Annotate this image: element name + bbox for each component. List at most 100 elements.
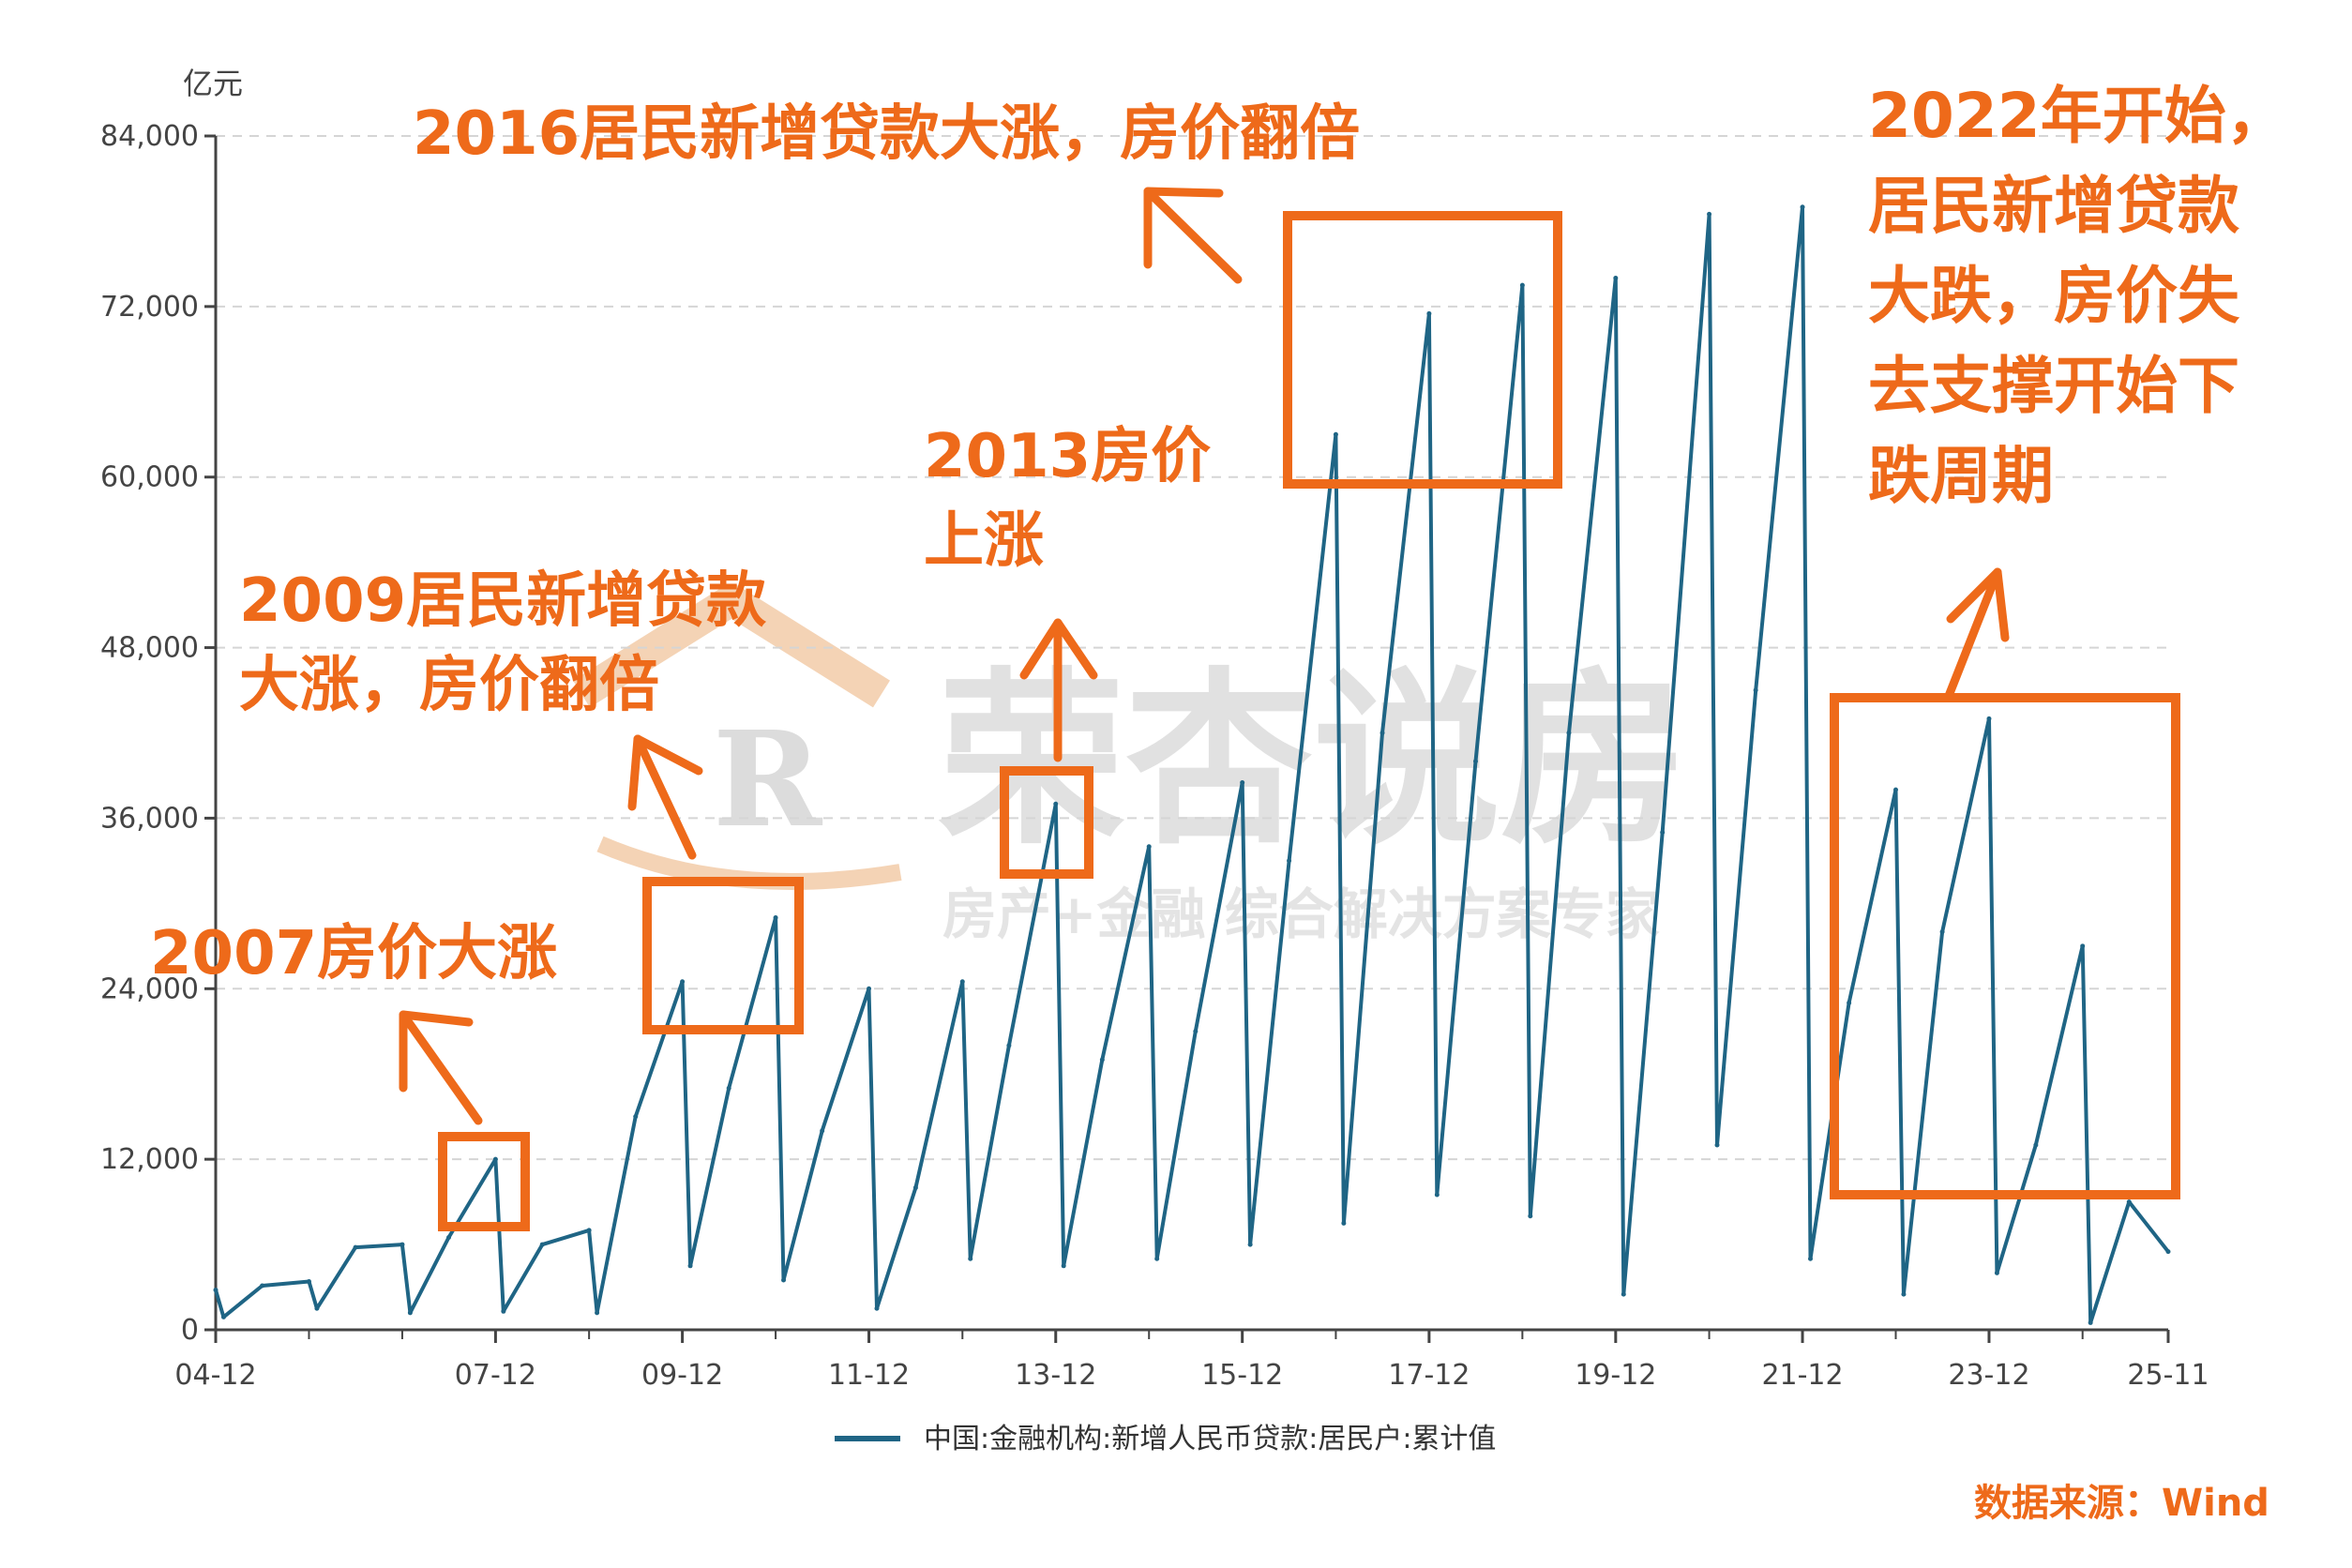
data-point	[1061, 1263, 1066, 1269]
x-tick-label: 04-12	[174, 1359, 256, 1392]
data-point	[2088, 1319, 2093, 1325]
data-point	[1287, 858, 1292, 864]
data-point	[501, 1308, 506, 1314]
data-point	[1146, 844, 1152, 850]
data-point	[874, 1305, 880, 1311]
data-point	[726, 1085, 731, 1091]
x-tick-label: 17-12	[1388, 1359, 1470, 1392]
data-point	[1994, 1270, 1999, 1275]
data-point	[213, 1288, 219, 1293]
x-tick-label: 19-12	[1575, 1359, 1656, 1392]
x-tick-label: 11-12	[828, 1359, 910, 1392]
data-point	[306, 1278, 311, 1284]
y-tick-label: 48,000	[100, 632, 199, 665]
y-tick-label: 72,000	[100, 291, 199, 324]
data-point	[633, 1114, 639, 1120]
data-point	[1154, 1256, 1160, 1261]
data-point	[959, 979, 965, 985]
data-point	[1053, 801, 1059, 807]
legend: 中国:金融机构:新增人民币贷款:居民户:累计值	[835, 1423, 1496, 1455]
data-point	[446, 1234, 452, 1240]
x-tick-label: 21-12	[1761, 1359, 1843, 1392]
data-point	[1939, 929, 1945, 935]
data-point	[1707, 211, 1712, 217]
data-point	[1099, 1057, 1105, 1063]
data-point	[220, 1314, 226, 1319]
data-point	[2033, 1142, 2039, 1148]
x-tick-label: 15-12	[1201, 1359, 1283, 1392]
data-point	[1893, 787, 1899, 792]
data-point	[586, 1228, 592, 1233]
watermark-logo-letter: R	[713, 703, 823, 857]
data-point	[407, 1310, 413, 1316]
data-point	[1193, 1029, 1199, 1034]
legend-label: 中国:金融机构:新增人民币贷款:居民户:累计值	[924, 1423, 1496, 1455]
watermark-subtitle: 房产+金融 综合解决方案专家	[942, 882, 1660, 946]
data-point	[1714, 1142, 1720, 1148]
data-point	[492, 1156, 498, 1162]
grid	[216, 135, 2168, 1161]
arrow-2016	[1143, 187, 1243, 284]
data-point	[1901, 1291, 1907, 1297]
data-point	[1613, 276, 1619, 281]
annotation-2007: 2007房价大涨	[150, 919, 558, 988]
data-point	[1380, 731, 1385, 735]
data-points	[213, 204, 2171, 1325]
x-tick-label: 07-12	[455, 1359, 536, 1392]
data-point	[2165, 1249, 2171, 1255]
data-point	[1660, 830, 1666, 836]
data-point	[687, 1263, 693, 1269]
watermark: R 荣杏说房 房产+金融 综合解决方案专家	[572, 584, 1688, 946]
data-point	[1621, 1291, 1626, 1297]
arrows	[399, 187, 2010, 1125]
y-tick-label: 60,000	[100, 461, 199, 494]
data-point	[539, 1242, 545, 1247]
y-tick-label: 12,000	[100, 1143, 199, 1176]
data-point	[595, 1310, 600, 1316]
data-point	[1434, 1192, 1440, 1198]
data-point	[1566, 731, 1572, 735]
data-point	[1519, 282, 1525, 288]
data-point	[1006, 1043, 1012, 1048]
data-point	[1800, 204, 1805, 210]
annotation-2022: 2022年开始， 居民新增贷款 大跌，房价失 去支撑开始下 跌周期	[1868, 80, 2288, 512]
data-point	[820, 1128, 825, 1134]
data-point	[1472, 759, 1478, 764]
x-tick-label: 25-11	[2127, 1359, 2209, 1392]
data-point	[353, 1244, 358, 1250]
data-point	[1753, 687, 1758, 693]
arrow-2007	[399, 1010, 483, 1125]
annotation-2009: 2009居民新增贷款 大涨，房价翻倍	[239, 566, 767, 720]
data-point	[1247, 1242, 1253, 1247]
data-point	[912, 1184, 918, 1190]
highlight-box-2009	[642, 877, 804, 1034]
data-point	[773, 915, 778, 921]
data-point	[968, 1256, 973, 1261]
data-point	[2126, 1199, 2132, 1205]
highlight-box-2022	[1830, 693, 2180, 1199]
watermark-house-icon: R	[572, 584, 902, 890]
highlight-boxes	[438, 211, 2180, 1231]
highlight-box-2013	[1000, 766, 1093, 879]
highlight-box-2007	[438, 1132, 530, 1231]
y-unit-label: 亿元	[183, 66, 243, 101]
data-point	[314, 1305, 320, 1311]
y-tick-label: 0	[181, 1314, 199, 1347]
data-point	[400, 1242, 405, 1247]
data-point	[1333, 431, 1338, 437]
y-ticks: 0 12,000 24,000 36,000 48,000 60,000 72,000 84,…	[100, 120, 216, 1347]
data-point	[1847, 1000, 1852, 1005]
x-tick-label: 13-12	[1015, 1359, 1096, 1392]
data-point	[680, 979, 686, 985]
data-point	[1986, 716, 1992, 721]
annotation-2013: 2013房价 上涨	[924, 422, 1212, 576]
watermark-title: 荣杏说房	[938, 650, 1688, 870]
data-point	[2080, 943, 2086, 949]
y-tick-label: 84,000	[100, 120, 199, 153]
axes: 亿元	[183, 66, 2168, 1332]
arrow-2022	[1944, 567, 2010, 701]
data-point	[1807, 1256, 1813, 1261]
annotation-2016: 2016居民新增贷款大涨，房价翻倍	[413, 99, 1361, 169]
x-tick-label: 09-12	[641, 1359, 723, 1392]
